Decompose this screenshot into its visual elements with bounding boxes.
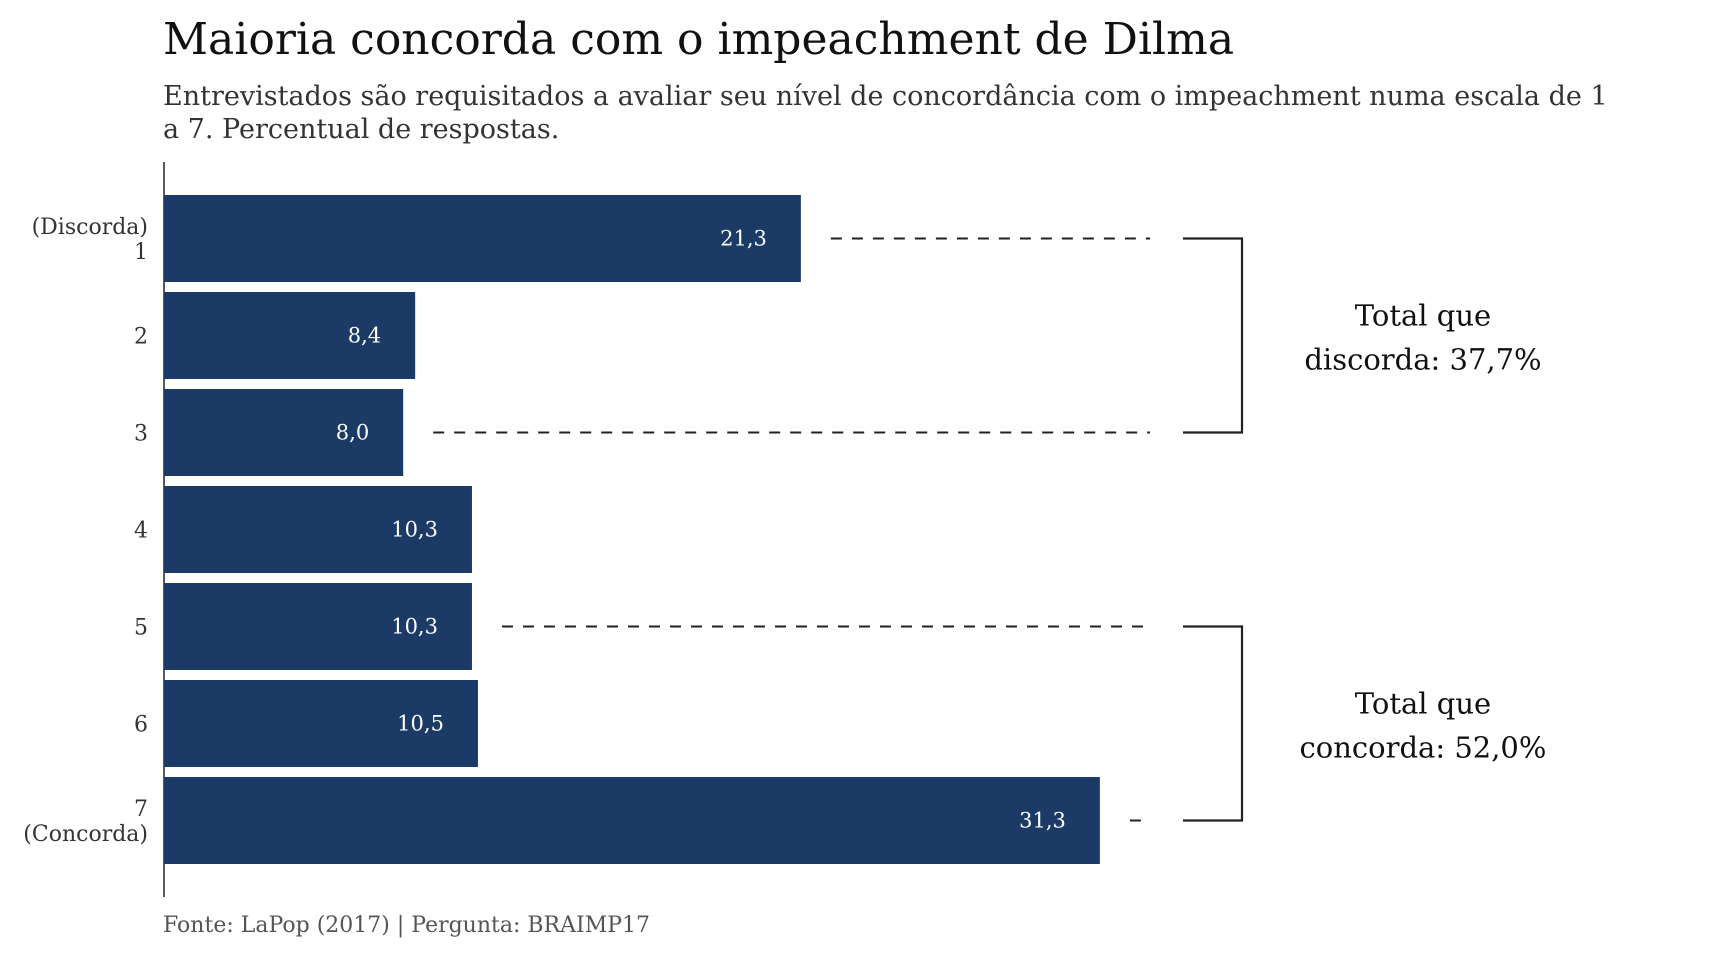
bar-chart: (Discorda) 1 2 3 4 5 6 7 (Concorda) 21,3 8,4 8,0 10… xyxy=(23,162,1547,897)
bracket-2 xyxy=(1183,625,1244,822)
bar-2 xyxy=(164,292,416,379)
bracket-1 xyxy=(1183,237,1244,434)
value-label-1: 21,3 xyxy=(720,227,767,251)
bar-4 xyxy=(164,486,472,573)
bar-3 xyxy=(164,389,404,476)
value-label-3: 8,0 xyxy=(336,421,369,445)
chart-title: Maioria concorda com o impeachment de Di… xyxy=(163,14,1235,65)
bars-group xyxy=(164,195,1100,864)
total-label-2: Total que concorda: 52,0% xyxy=(1300,687,1547,765)
tick-label-1: (Discorda) 1 xyxy=(32,215,148,265)
bar-7 xyxy=(164,777,1100,864)
tick-label-7: 7 (Concorda) xyxy=(23,797,148,847)
value-label-7: 31,3 xyxy=(1019,809,1066,833)
value-label-4: 10,3 xyxy=(391,518,438,542)
tick-label-4: 4 xyxy=(134,519,148,544)
tick-label-2: 2 xyxy=(134,325,148,350)
bar-5 xyxy=(164,583,472,670)
value-label-2: 8,4 xyxy=(348,324,381,348)
value-label-5: 10,3 xyxy=(391,615,438,639)
tick-label-3: 3 xyxy=(134,422,148,447)
y-tick-labels: (Discorda) 1 2 3 4 5 6 7 (Concorda) xyxy=(23,215,148,847)
bar-6 xyxy=(164,680,478,767)
chart-subtitle: Entrevistados são requisitados a avaliar… xyxy=(163,81,1608,145)
tick-label-5: 5 xyxy=(134,616,148,641)
value-labels: 21,3 8,4 8,0 10,3 10,3 10,5 31,3 xyxy=(336,227,1066,833)
bar-1 xyxy=(164,195,801,282)
tick-label-6: 6 xyxy=(134,713,148,738)
total-label-1: Total que discorda: 37,7% xyxy=(1304,299,1541,377)
source-note: Fonte: LaPop (2017) | Pergunta: BRAIMP17 xyxy=(163,913,651,938)
group-annotations: Total que discorda: 37,7% Total que concord… xyxy=(433,237,1547,822)
value-label-6: 10,5 xyxy=(397,712,444,736)
